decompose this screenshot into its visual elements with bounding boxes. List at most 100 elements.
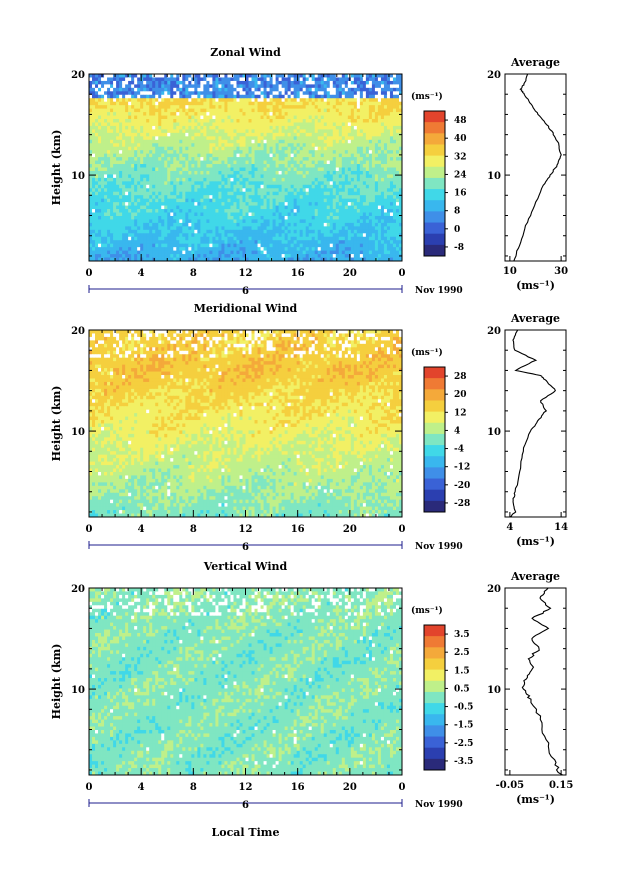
heat-cell [89,198,93,203]
heat-cell [278,157,283,161]
heat-cell [395,174,400,179]
heat-cell [305,91,310,96]
heat-cell [176,167,180,172]
heat-cell [125,112,129,116]
heat-cell [128,108,132,113]
heat-cell [350,157,355,161]
heat-cell [398,139,403,144]
heat-cell [98,233,102,238]
heat-cell [263,98,267,103]
heat-cell [155,74,159,78]
heat-cell [137,115,141,120]
heat-cell [239,153,243,158]
heat-cell [209,77,213,82]
heat-cell [269,143,273,148]
heat-cell [173,139,177,144]
heat-cell [275,229,280,234]
heat-cell [236,74,240,78]
heat-cell [224,87,228,92]
heat-cell [299,129,304,134]
heat-cell [203,181,207,186]
heat-cell [350,170,355,175]
heat-cell [92,215,96,220]
heat-cell [365,222,370,227]
heat-cell [161,167,165,172]
heat-cell [317,222,322,227]
heat-cell [338,91,343,96]
heat-cell [182,215,186,220]
heat-cell [320,170,325,175]
heat-cell [308,177,313,182]
heat-cell [389,150,394,155]
heat-cell [281,195,286,200]
heat-cell [266,205,270,210]
heat-cell [107,229,111,234]
heat-cell [194,191,198,196]
heat-cell [320,209,325,213]
heat-cell [248,236,252,241]
heat-cell [362,181,367,186]
heat-cell [179,139,183,144]
heat-cell [305,181,310,186]
heat-cell [314,105,319,110]
heat-cell [239,108,243,113]
heat-cell [140,112,144,116]
heat-cell [248,101,252,106]
heat-cell [194,174,198,179]
heat-cell [221,188,225,193]
heat-cell [122,101,126,106]
heat-cell [113,157,117,161]
heat-cell [278,195,283,200]
heat-cell [122,91,126,96]
heat-cell [239,170,243,175]
heat-cell [344,115,349,120]
heat-cell [377,212,382,217]
heat-cell [290,122,295,127]
heat-cell [167,150,171,155]
heat-cell [173,105,177,110]
heat-cell [185,164,189,168]
heat-cell [185,139,189,144]
heat-cell [272,94,276,99]
heat-cell [353,77,358,82]
heat-cell [356,233,361,238]
heat-cell [371,136,376,141]
heat-cell [392,170,397,175]
heat-cell [326,84,331,89]
heat-cell [89,122,93,127]
heat-cell [104,101,108,106]
heat-cell [269,122,273,127]
heat-cell [188,87,192,92]
heat-cell [89,184,93,189]
heat-cell [338,125,343,130]
heat-cell [263,205,267,210]
heat-cell [377,198,382,203]
heat-cell [104,202,108,206]
heat-cell [305,87,310,92]
heat-cell [245,219,249,224]
heat-cell [215,136,219,141]
heat-cell [116,74,120,78]
heat-cell [260,236,264,241]
heat-cell [155,167,159,172]
heat-cell [182,91,186,96]
heat-cell [269,132,273,137]
heat-cell [251,226,255,231]
heat-cell [251,98,255,103]
heat-cell [365,205,370,210]
heat-cell [266,98,270,103]
heat-cell [194,84,198,89]
heat-cell [254,139,258,144]
heat-cell [386,98,391,103]
heat-cell [272,164,276,168]
heat-cell [98,119,102,123]
heat-cell [140,87,144,92]
heat-cell [314,119,319,123]
heat-cell [98,84,102,89]
heat-cell [383,233,388,238]
heat-cell [149,108,153,113]
heat-cell [209,195,213,200]
heat-cell [224,139,228,144]
heat-cell [359,160,364,165]
heat-cell [110,87,114,92]
